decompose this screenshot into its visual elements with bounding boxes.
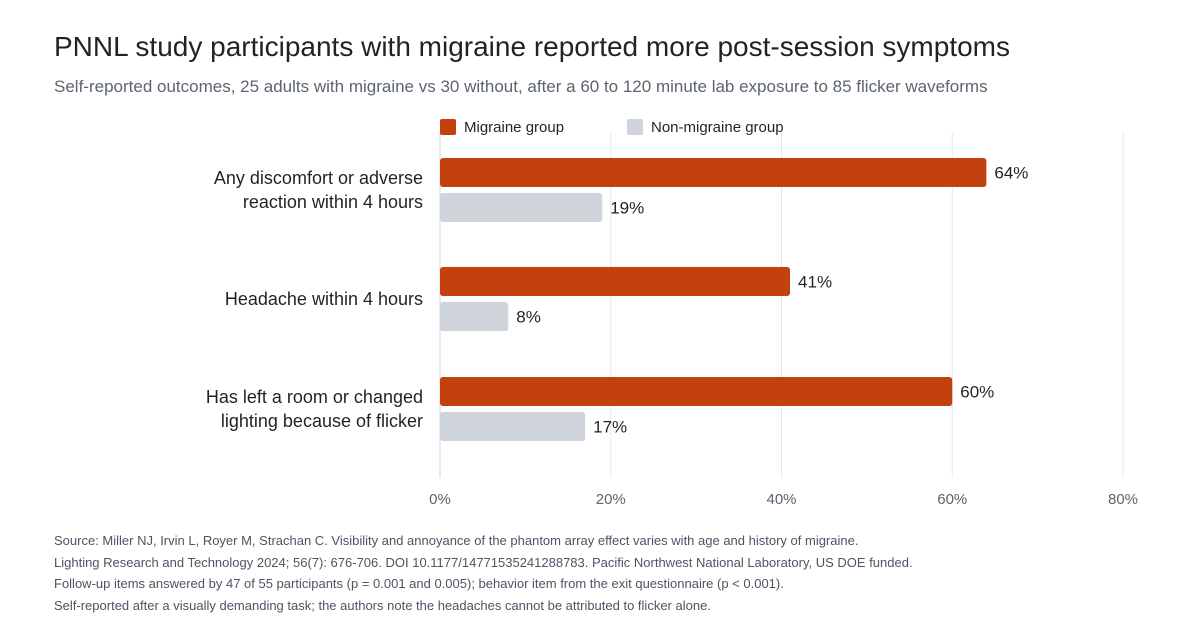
legend-swatch xyxy=(627,119,643,135)
bar xyxy=(440,267,791,296)
source-line: Follow-up items answered by 47 of 55 par… xyxy=(54,576,784,591)
category-label: reaction within 4 hours xyxy=(243,192,423,212)
x-tick-label: 0% xyxy=(429,491,451,508)
category-label: Has left a room or changed xyxy=(206,387,423,407)
x-tick-label: 80% xyxy=(1108,491,1138,508)
chart-title: PNNL study participants with migraine re… xyxy=(54,31,1011,62)
bar xyxy=(440,158,987,187)
category-label: Headache within 4 hours xyxy=(225,289,423,309)
data-label: 41% xyxy=(798,273,832,292)
bar xyxy=(440,302,509,331)
data-label: 60% xyxy=(960,383,994,402)
bar xyxy=(440,412,586,441)
category-label: Any discomfort or adverse xyxy=(214,168,423,188)
source-line: Self-reported after a visually demanding… xyxy=(54,597,711,613)
data-label: 64% xyxy=(994,164,1028,183)
source-line: Lighting Research and Technology 2024; 5… xyxy=(54,554,913,570)
data-label: 17% xyxy=(593,418,627,437)
chart-subtitle: Self-reported outcomes, 25 adults with m… xyxy=(54,77,988,96)
x-tick-label: 20% xyxy=(596,491,626,508)
x-tick-label: 40% xyxy=(766,491,796,508)
source-line: Source: Miller NJ, Irvin L, Royer M, Str… xyxy=(54,533,859,548)
legend-label: Non-migraine group xyxy=(651,119,784,136)
bar xyxy=(440,377,953,406)
legend-swatch xyxy=(440,119,456,135)
data-label: 19% xyxy=(610,199,644,218)
legend-label: Migraine group xyxy=(464,119,564,136)
x-tick-label: 60% xyxy=(937,491,967,508)
data-label: 8% xyxy=(516,308,541,327)
category-label: lighting because of flicker xyxy=(221,411,423,431)
bar xyxy=(440,193,603,222)
source-notes: Source: Miller NJ, Irvin L, Royer M, Str… xyxy=(54,530,913,616)
